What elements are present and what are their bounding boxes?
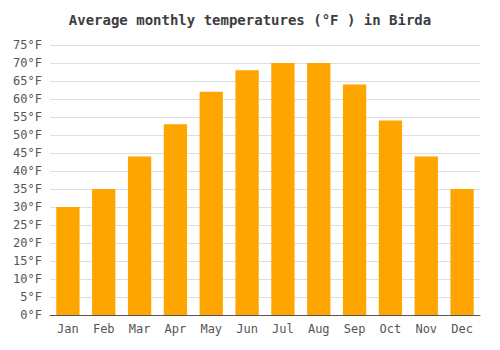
svg-text:30°F: 30°F (13, 200, 42, 214)
svg-text:70°F: 70°F (13, 56, 42, 70)
svg-text:Nov: Nov (415, 322, 437, 336)
svg-text:50°F: 50°F (13, 128, 42, 142)
svg-text:75°F: 75°F (13, 38, 42, 52)
svg-text:45°F: 45°F (13, 146, 42, 160)
svg-text:0°F: 0°F (20, 308, 42, 322)
svg-text:Jul: Jul (272, 322, 294, 336)
svg-text:5°F: 5°F (20, 290, 42, 304)
svg-text:Jan: Jan (57, 322, 79, 336)
svg-text:40°F: 40°F (13, 164, 42, 178)
svg-text:May: May (200, 322, 222, 336)
svg-text:Sep: Sep (344, 322, 366, 336)
svg-text:Dec: Dec (451, 322, 473, 336)
svg-text:Feb: Feb (93, 322, 115, 336)
svg-text:55°F: 55°F (13, 110, 42, 124)
svg-text:35°F: 35°F (13, 182, 42, 196)
svg-text:25°F: 25°F (13, 218, 42, 232)
svg-text:60°F: 60°F (13, 92, 42, 106)
svg-text:Mar: Mar (129, 322, 151, 336)
svg-text:15°F: 15°F (13, 254, 42, 268)
svg-text:65°F: 65°F (13, 74, 42, 88)
svg-text:10°F: 10°F (13, 272, 42, 286)
svg-text:Oct: Oct (380, 322, 402, 336)
svg-text:Jun: Jun (236, 322, 258, 336)
svg-text:Average monthly temperatures (: Average monthly temperatures (°F ) in Bi… (69, 12, 431, 28)
svg-text:20°F: 20°F (13, 236, 42, 250)
svg-text:Aug: Aug (308, 322, 330, 336)
svg-text:Apr: Apr (165, 322, 187, 336)
